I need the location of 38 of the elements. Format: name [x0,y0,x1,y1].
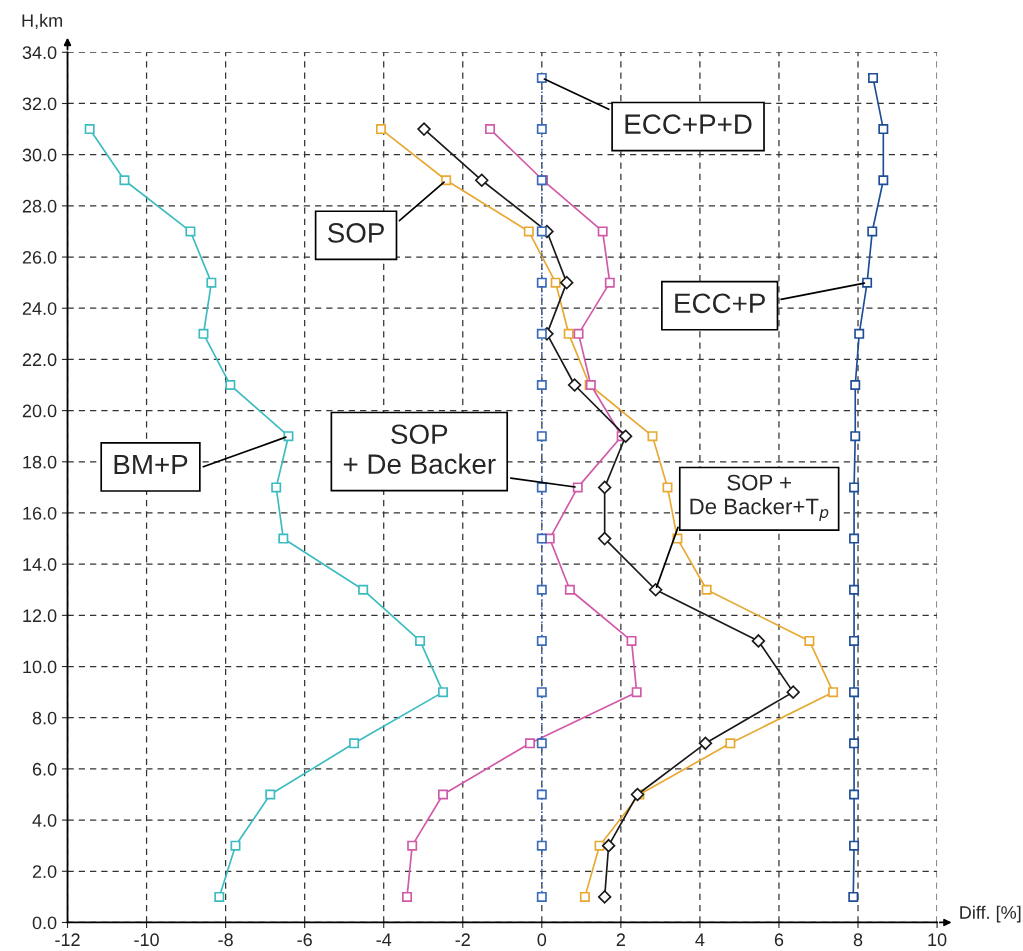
text: SOP + De Backer+T$_{p}$ [690,474,829,522]
y-axis-title: H,km [22,13,62,30]
y-tick-label: 28.0 [22,199,57,213]
x-tick-label: -2 [455,933,470,946]
text: BM+P [114,454,188,475]
text: ECC+P [675,293,765,314]
y-tick-label: 6.0 [32,762,57,776]
y-tick-label: 24.0 [22,302,57,315]
y-tick-label: 26.0 [22,250,57,264]
y-tick-label: 4.0 [32,814,57,827]
y-tick-label: 22.0 [22,353,57,367]
x-tick-label: 4 [695,933,705,946]
x-axis-title: Diff. [%] [960,905,1021,923]
y-tick-label: 0.0 [32,916,57,930]
y-tick-label: 34.0 [22,46,57,60]
y-tick-label: 20.0 [22,404,57,418]
y-tick-label: 8.0 [32,711,57,725]
text: ECC+P+D [625,114,752,134]
y-tick-label: 16.0 [23,506,57,520]
y-tick-label: 32.0 [22,97,57,111]
y-tick-label: 18.0 [23,455,57,469]
y-tick-label: 14.0 [23,558,57,571]
x-tick-label: -4 [376,933,392,946]
y-tick-label: 30.0 [22,148,57,162]
x-tick-label: 10 [928,933,947,947]
x-tick-label: -12 [55,933,80,946]
x-tick-label: 6 [774,933,784,947]
text: SOP + De Backer [343,424,496,474]
x-tick-label: -10 [134,933,159,947]
text: SOP [327,223,384,243]
y-tick-label: 2.0 [32,865,57,878]
y-tick-label: 12.0 [23,609,57,623]
x-tick-label: 2 [616,933,625,946]
x-tick-label: -6 [297,933,312,947]
x-tick-label: 8 [853,933,863,947]
y-tick-label: 10.0 [23,660,57,674]
x-tick-label: 0 [537,933,547,947]
x-tick-label: -8 [218,933,233,947]
